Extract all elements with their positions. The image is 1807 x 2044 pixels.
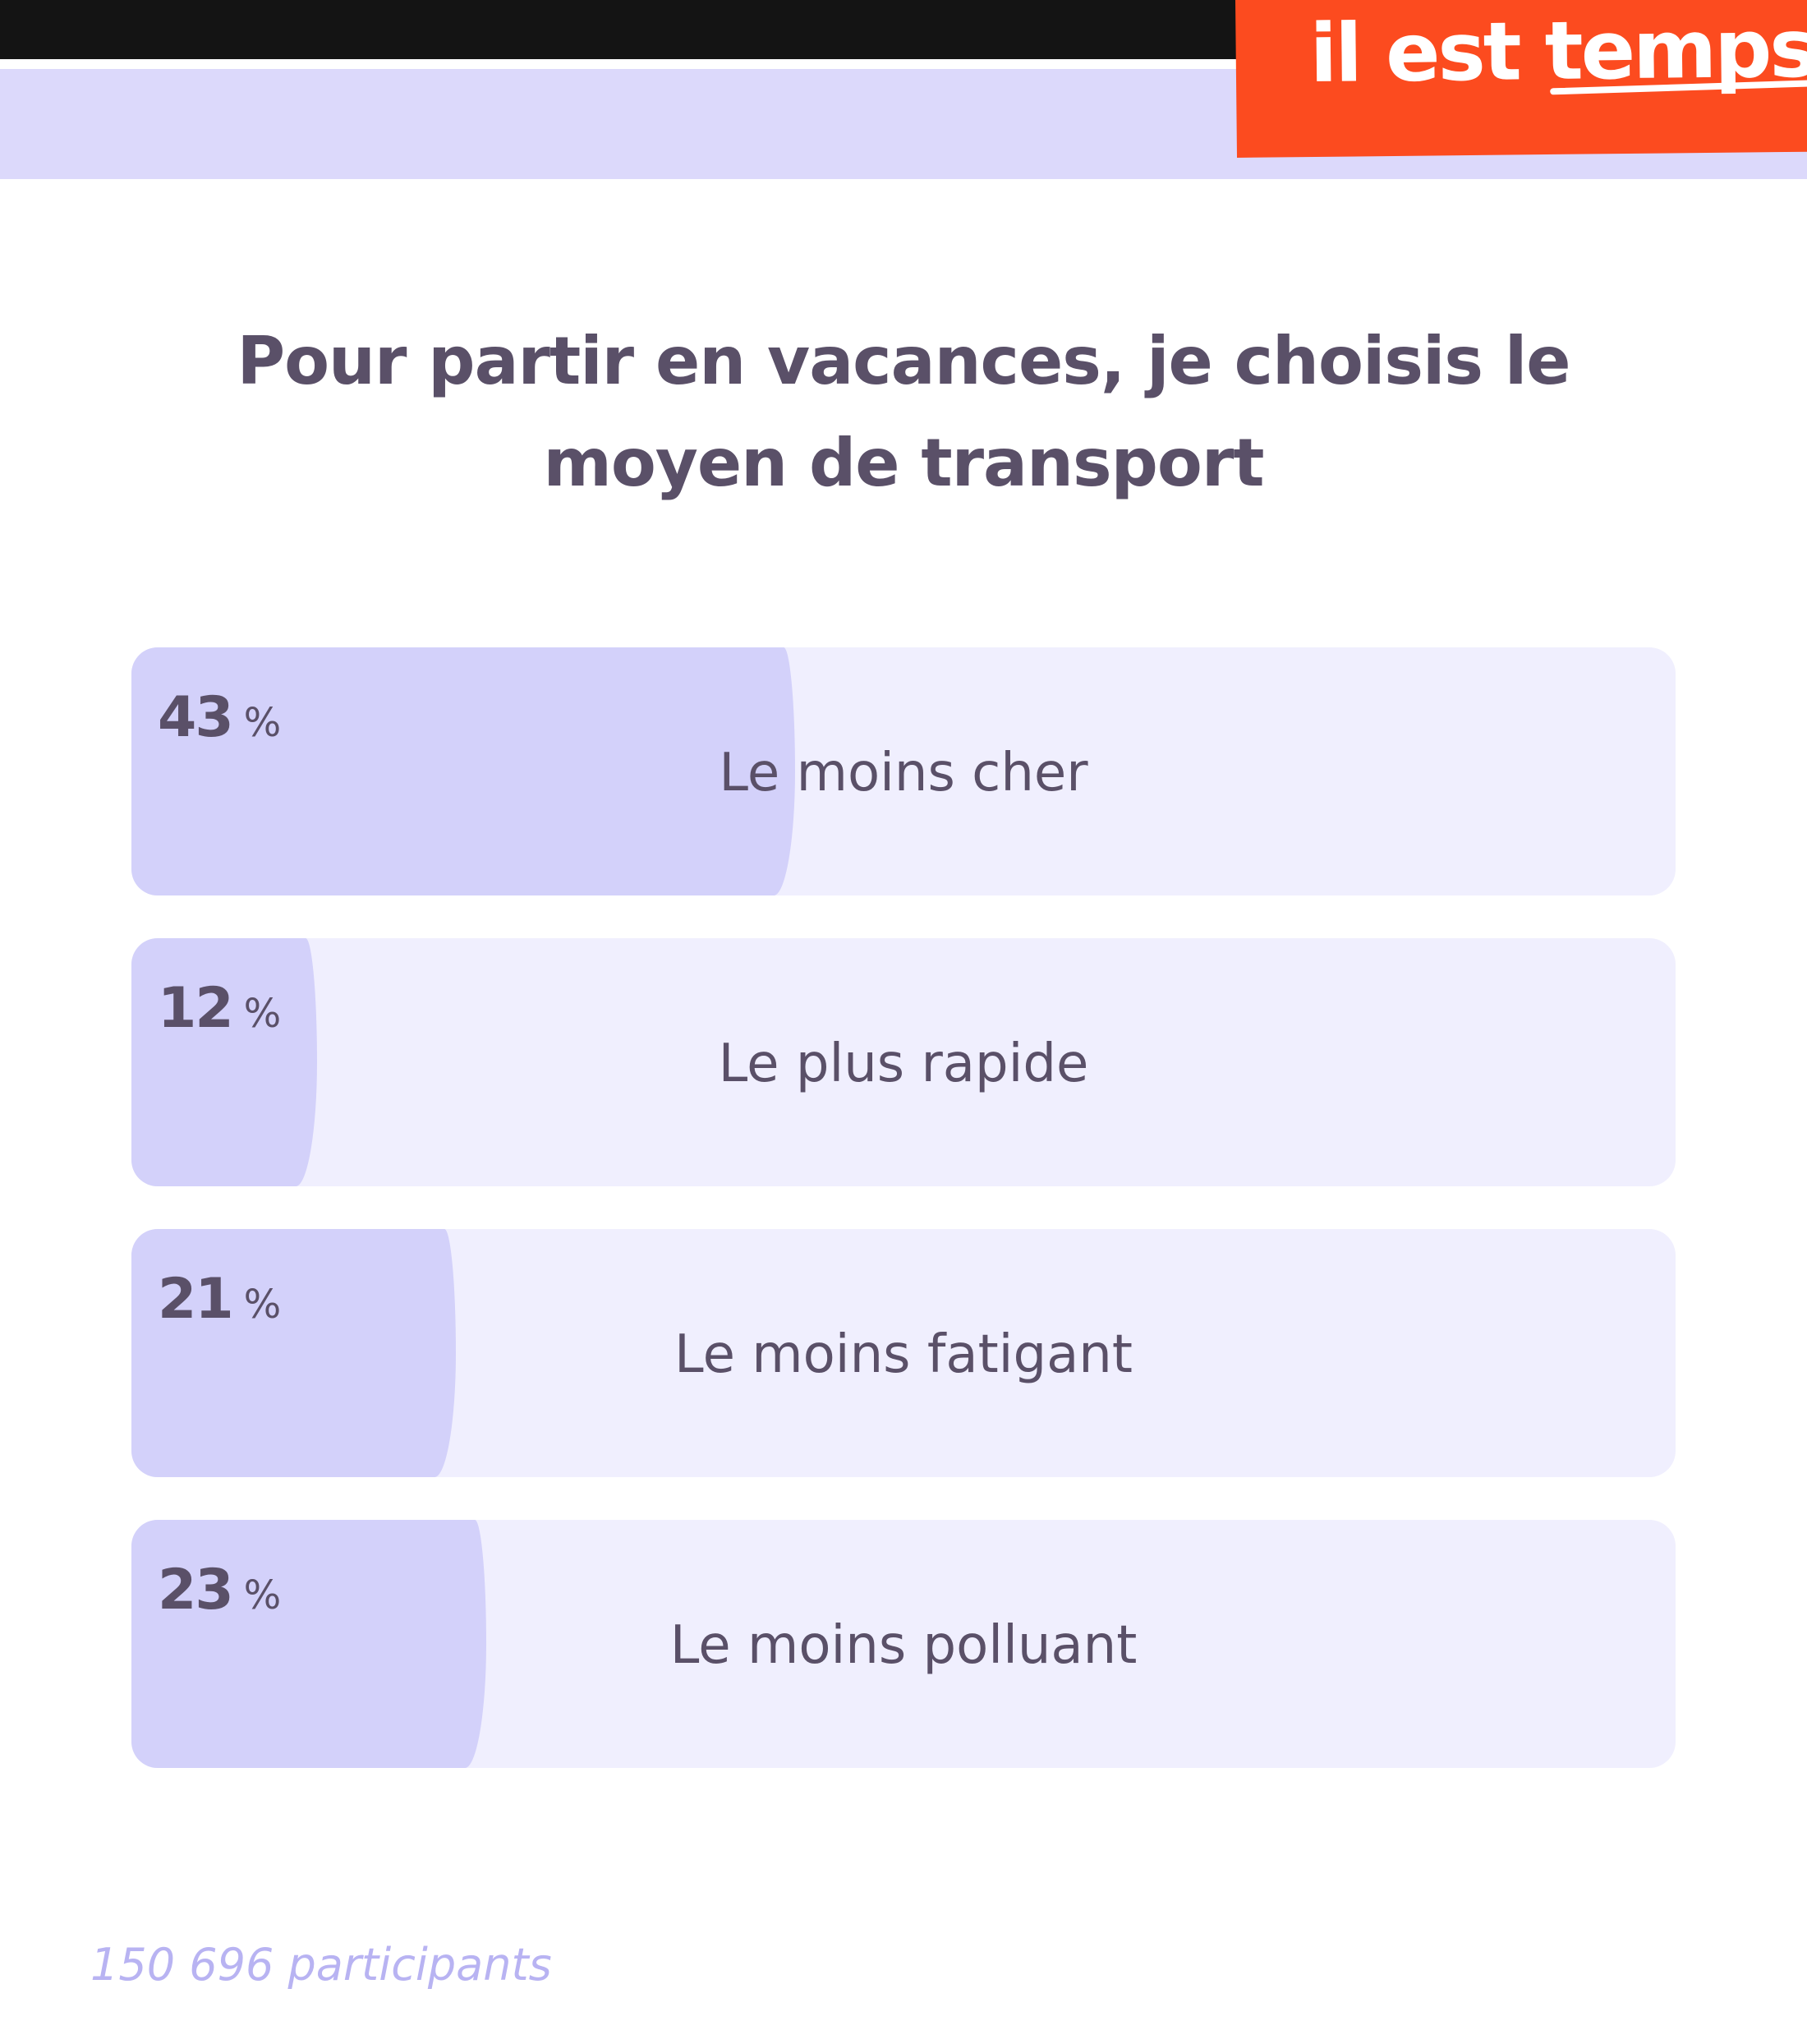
percent-sign: % bbox=[243, 1572, 282, 1618]
brand-logo: il est temps bbox=[1235, 0, 1807, 158]
poll-question: Pour partir en vacances, je choisis le m… bbox=[237, 323, 1570, 501]
percent-value: 43 bbox=[158, 685, 234, 750]
participants-count: 150 696 participants bbox=[90, 1939, 552, 1991]
percent-value: 23 bbox=[158, 1558, 234, 1623]
poll-option-label: Le moins fatigant bbox=[674, 1324, 1133, 1385]
poll-option-result-bar bbox=[131, 1229, 456, 1477]
poll-option-le-moins-cher[interactable]: 43% Le moins cher bbox=[131, 647, 1676, 895]
poll-option-le-moins-polluant[interactable]: 23% Le moins polluant bbox=[131, 1520, 1676, 1768]
poll-option-percent: 23% bbox=[158, 1558, 281, 1623]
percent-value: 12 bbox=[158, 976, 234, 1041]
poll-option-label: Le moins cher bbox=[719, 743, 1088, 803]
percent-sign: % bbox=[243, 1282, 282, 1328]
brand-text-emphasis: temps bbox=[1544, 2, 1807, 99]
percent-sign: % bbox=[243, 991, 282, 1037]
poll-option-result-bar bbox=[131, 938, 317, 1186]
brand-text: il est bbox=[1309, 5, 1520, 102]
poll-option-le-plus-rapide[interactable]: 12% Le plus rapide bbox=[131, 938, 1676, 1186]
poll-option-label: Le plus rapide bbox=[718, 1034, 1089, 1094]
poll-option-percent: 12% bbox=[158, 976, 281, 1041]
poll-option-percent: 43% bbox=[158, 685, 281, 750]
poll-option-result-bar bbox=[131, 647, 796, 895]
poll-option-result-bar bbox=[131, 1520, 487, 1768]
poll-options: 43% Le moins cher 12% Le plus rapide 21%… bbox=[131, 647, 1676, 1811]
poll-option-label: Le moins polluant bbox=[669, 1615, 1138, 1676]
percent-value: 21 bbox=[158, 1267, 234, 1332]
poll-option-percent: 21% bbox=[158, 1267, 281, 1332]
percent-sign: % bbox=[243, 700, 282, 746]
poll-option-le-moins-fatigant[interactable]: 21% Le moins fatigant bbox=[131, 1229, 1676, 1477]
